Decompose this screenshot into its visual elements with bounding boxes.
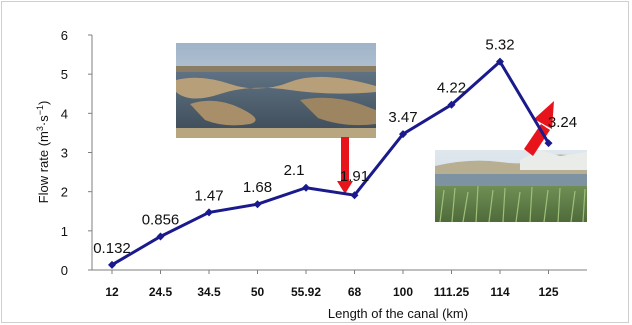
data-point xyxy=(447,100,456,109)
reed-pond-photo xyxy=(435,150,587,223)
data-label: 4.22 xyxy=(437,80,466,97)
x-tick-label: 12 xyxy=(105,285,119,299)
x-tick-label: 100 xyxy=(393,285,413,299)
data-labels: 0.132 0.856 1.47 1.68 2.1 1.91 3.47 4.22 5.32 3.2… xyxy=(93,37,577,257)
data-label: 1.68 xyxy=(243,179,272,196)
data-label: 1.47 xyxy=(194,187,223,204)
data-point xyxy=(253,200,262,209)
data-point xyxy=(205,208,213,217)
y-axis-title: Flow rate (m3·s−1) xyxy=(35,101,51,204)
data-label: 0.132 xyxy=(93,240,131,257)
y-tick-label: 6 xyxy=(61,28,68,43)
y-tick-label: 5 xyxy=(61,67,68,82)
x-tick-label: 50 xyxy=(251,285,265,299)
data-point xyxy=(350,191,359,200)
x-axis-title: Length of the canal (km) xyxy=(328,306,468,321)
data-label: 0.856 xyxy=(142,211,180,228)
x-tick-label: 114 xyxy=(490,285,510,299)
series-line xyxy=(111,60,550,267)
y-tick-label: 2 xyxy=(61,185,68,200)
x-tick-label: 111.25 xyxy=(434,285,470,299)
data-label: 3.47 xyxy=(388,109,417,126)
data-point xyxy=(544,139,553,148)
data-point xyxy=(156,232,165,241)
data-label: 3.24 xyxy=(548,114,577,131)
data-label: 1.91 xyxy=(340,168,369,185)
y-tick-label: 1 xyxy=(61,224,68,239)
x-tick-label: 24.5 xyxy=(149,285,173,299)
y-axis: 0 1 2 3 4 5 6 xyxy=(61,28,93,278)
shallow-water-marsh-photo xyxy=(176,43,376,138)
flow-rate-series xyxy=(108,57,553,269)
data-point xyxy=(399,130,407,139)
data-label: 5.32 xyxy=(485,37,514,54)
x-tick-label: 68 xyxy=(348,285,362,299)
data-point xyxy=(302,183,310,192)
y-tick-label: 3 xyxy=(61,146,68,161)
x-tick-label: 34.5 xyxy=(197,285,221,299)
data-point xyxy=(108,260,116,269)
data-label: 2.1 xyxy=(284,162,305,179)
x-tick-label: 125 xyxy=(538,285,558,299)
y-tick-label: 4 xyxy=(61,106,68,121)
data-point xyxy=(496,57,504,66)
x-axis: 12 24.5 34.5 50 55.92 68 100 111.25 114 125 xyxy=(92,269,587,299)
x-tick-label: 55.92 xyxy=(291,285,321,299)
y-tick-label: 0 xyxy=(61,263,68,278)
down-arrow xyxy=(337,137,353,194)
